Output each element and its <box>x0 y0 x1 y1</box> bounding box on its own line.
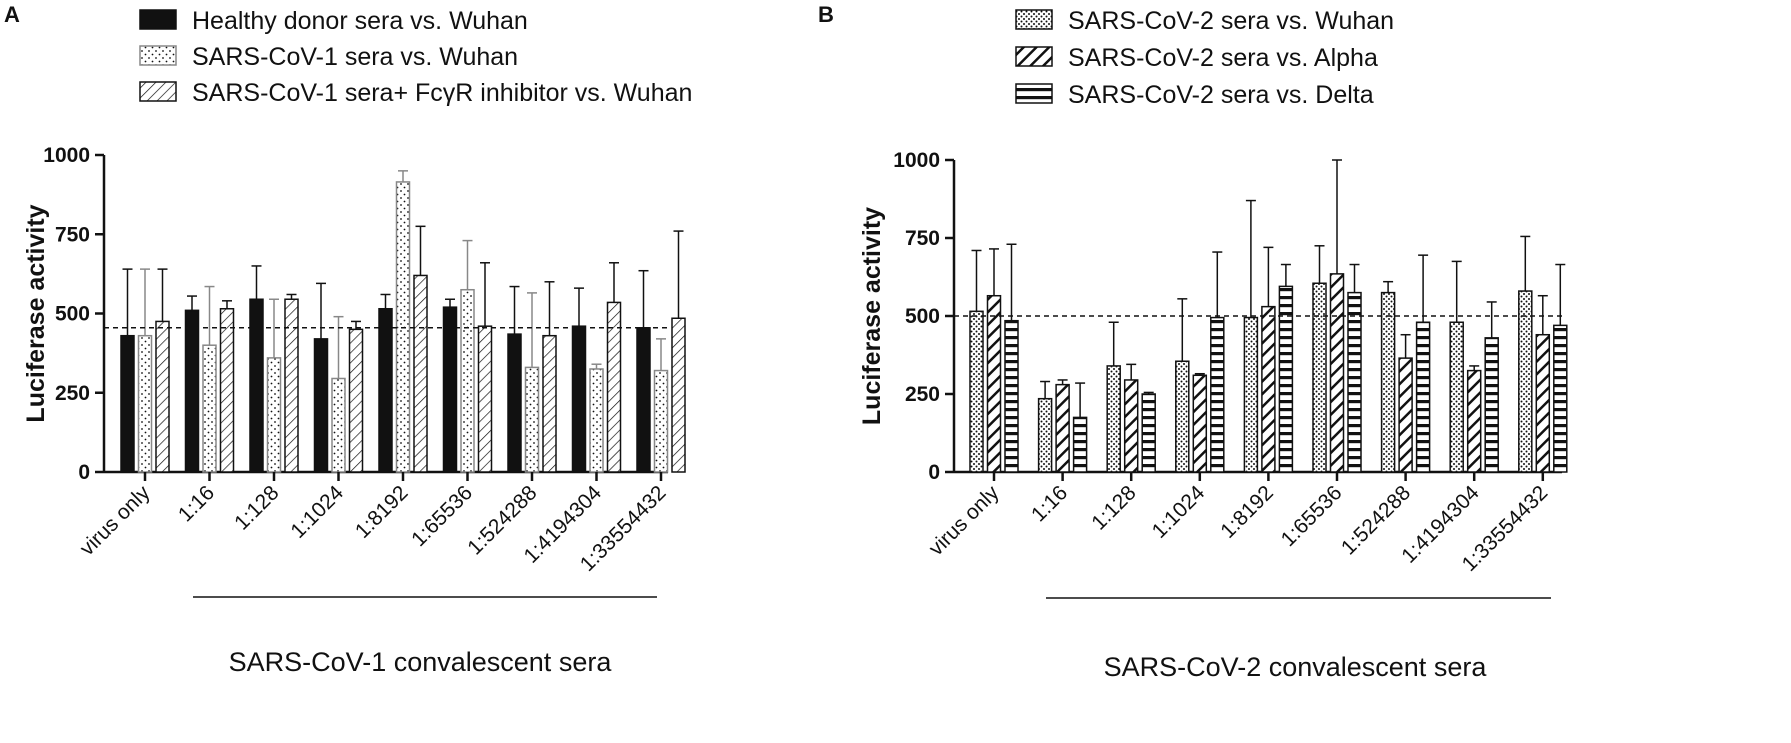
legend-swatch-a-1 <box>139 45 177 66</box>
legend-label-a-0: Healthy donor sera vs. Wuhan <box>192 7 528 35</box>
bar-b-1-1 <box>1055 383 1070 473</box>
bar-b-2-5 <box>1347 291 1362 473</box>
bar-a-1-2 <box>266 357 282 473</box>
chart-b: 0 250 500 750 1000 Luciferase activity virus o… <box>858 149 1568 682</box>
x-tick-label-b-2: 1:128 <box>1087 481 1140 534</box>
y-tick-label-b-1: 250 <box>905 383 940 406</box>
bar-a-1-6 <box>524 366 540 473</box>
x-tick-label-b-1: 1:16 <box>1027 481 1072 526</box>
bar-a-0-2 <box>249 298 264 473</box>
y-tick-label-a-3: 750 <box>55 223 90 246</box>
bar-a-0-0 <box>120 334 135 473</box>
bar-b-2-6 <box>1415 321 1431 473</box>
bar-b-2-3 <box>1210 316 1225 473</box>
x-tick-label-a-4: 1:8192 <box>351 481 413 543</box>
x-tick-label-a-1: 1:16 <box>174 481 219 526</box>
bar-a-0-5 <box>442 306 458 473</box>
legend-swatch-b-0 <box>1015 9 1053 30</box>
bar-a-2-3 <box>348 328 364 473</box>
x-tick-label-a-2: 1:128 <box>230 481 283 534</box>
bar-a-1-5 <box>460 288 475 473</box>
bar-b-0-8 <box>1518 290 1533 473</box>
legend-swatch-a-2 <box>139 81 177 102</box>
y-tick-label-a-4: 1000 <box>43 144 90 167</box>
y-tick-label-a-0: 0 <box>78 461 90 484</box>
legend-swatch-b-2 <box>1015 83 1053 104</box>
group-label-a: SARS-CoV-1 convalescent sera <box>229 647 613 677</box>
bar-b-1-2 <box>1123 379 1139 473</box>
bar-a-2-2 <box>284 298 299 473</box>
bar-b-1-5 <box>1329 273 1345 473</box>
y-tick-label-b-4: 1000 <box>893 149 940 172</box>
legend-label-b-0: SARS-CoV-2 sera vs. Wuhan <box>1068 7 1394 35</box>
bar-b-1-4 <box>1261 305 1276 473</box>
bar-a-1-1 <box>202 344 217 473</box>
x-tick-label-a-3: 1:1024 <box>286 481 348 543</box>
bar-b-2-2 <box>1141 393 1156 473</box>
bar-a-0-1 <box>184 309 200 473</box>
bar-a-2-1 <box>219 307 235 473</box>
bar-b-0-1 <box>1037 397 1053 473</box>
bar-b-2-0 <box>1004 319 1019 473</box>
legend-label-a-1: SARS-CoV-1 sera vs. Wuhan <box>192 43 518 71</box>
panel-a: A Healthy donor sera vs. Wuhan SARS-CoV-1… <box>4 2 692 677</box>
y-tick-label-b-2: 500 <box>905 305 940 328</box>
bar-b-0-0 <box>969 310 984 473</box>
bar-a-1-3 <box>331 377 346 473</box>
y-tick-label-a-2: 500 <box>55 303 90 326</box>
bar-b-0-4 <box>1243 316 1259 473</box>
bar-b-2-8 <box>1553 324 1568 473</box>
panel-letter-a: A <box>4 2 20 27</box>
legend-label-a-2: SARS-CoV-1 sera+ FcγR inhibitor vs. Wuha… <box>192 79 692 107</box>
bar-b-0-5 <box>1312 282 1327 473</box>
x-tick-label-b-3: 1:1024 <box>1148 481 1210 543</box>
bar-a-0-6 <box>507 333 522 473</box>
bar-b-1-7 <box>1466 369 1482 473</box>
bar-b-2-7 <box>1484 337 1499 473</box>
bar-b-1-6 <box>1398 357 1413 473</box>
bar-a-1-8 <box>653 369 669 473</box>
bar-a-0-8 <box>636 327 651 473</box>
bar-a-2-6 <box>542 334 557 473</box>
x-tick-label-b-4: 1:8192 <box>1216 481 1278 543</box>
bar-b-1-3 <box>1192 374 1208 473</box>
y-tick-label-b-3: 750 <box>905 227 940 250</box>
group-label-b: SARS-CoV-2 convalescent sera <box>1104 652 1488 682</box>
legend-label-b-2: SARS-CoV-2 sera vs. Delta <box>1068 81 1374 109</box>
bar-b-0-7 <box>1449 321 1464 473</box>
legend-label-b-1: SARS-CoV-2 sera vs. Alpha <box>1068 44 1378 72</box>
x-tick-label-b-5: 1:65536 <box>1277 481 1347 551</box>
bar-a-0-3 <box>313 338 329 473</box>
bar-a-0-7 <box>571 325 587 473</box>
bar-b-2-1 <box>1072 416 1088 473</box>
bar-a-2-5 <box>477 325 493 473</box>
legend-swatch-b-1 <box>1015 46 1053 67</box>
chart-a: 0 250 500 750 1000 Luciferase activity virus o… <box>22 144 686 677</box>
bar-b-1-8 <box>1535 333 1551 473</box>
bar-b-0-6 <box>1380 291 1396 473</box>
bar-a-2-4 <box>413 274 428 473</box>
bar-b-1-0 <box>986 294 1002 473</box>
panel-letter-b: B <box>818 2 834 27</box>
legend-a: Healthy donor sera vs. Wuhan SARS-CoV-1 s… <box>139 7 692 107</box>
legend-swatch-a-0 <box>139 9 177 30</box>
bar-b-0-3 <box>1175 360 1190 473</box>
bar-a-0-4 <box>378 307 393 473</box>
bar-a-1-7 <box>589 368 604 473</box>
bar-a-2-8 <box>671 317 686 473</box>
x-tick-label-a-0: virus only <box>76 481 155 560</box>
bar-a-1-4 <box>395 181 411 473</box>
y-tick-label-b-0: 0 <box>928 461 940 484</box>
bar-a-1-0 <box>137 334 153 473</box>
y-tick-label-a-1: 250 <box>55 382 90 405</box>
bar-b-0-2 <box>1106 365 1121 473</box>
y-axis-label-b: Luciferase activity <box>858 207 886 425</box>
legend-b: SARS-CoV-2 sera vs. Wuhan SARS-CoV-2 sera… <box>1015 7 1394 109</box>
bar-a-2-0 <box>155 320 170 473</box>
y-axis-label-a: Luciferase activity <box>22 204 50 422</box>
x-tick-label-b-0: virus only <box>925 481 1004 560</box>
bar-b-2-4 <box>1278 285 1294 473</box>
